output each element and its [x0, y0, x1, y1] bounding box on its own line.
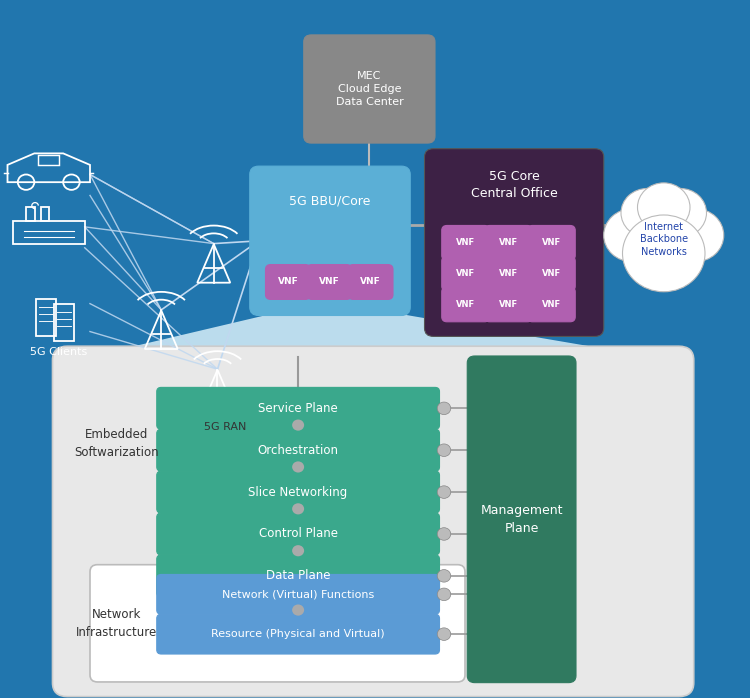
FancyBboxPatch shape [53, 346, 694, 697]
Text: VNF: VNF [542, 300, 561, 309]
Circle shape [604, 209, 661, 262]
Text: VNF: VNF [456, 300, 476, 309]
FancyBboxPatch shape [90, 565, 465, 682]
Text: Orchestration: Orchestration [258, 444, 339, 456]
Text: Internet
Backbone
Networks: Internet Backbone Networks [640, 221, 688, 258]
Text: Service Plane: Service Plane [258, 402, 338, 415]
Circle shape [654, 188, 706, 237]
Text: 5G RAN: 5G RAN [204, 422, 246, 432]
FancyBboxPatch shape [157, 574, 440, 614]
Text: Data Plane: Data Plane [266, 570, 330, 582]
Circle shape [292, 604, 304, 616]
Circle shape [437, 486, 451, 498]
Text: VNF: VNF [542, 239, 561, 247]
FancyBboxPatch shape [157, 555, 440, 597]
FancyBboxPatch shape [467, 356, 576, 683]
Circle shape [437, 588, 451, 600]
Circle shape [437, 570, 451, 582]
FancyBboxPatch shape [157, 471, 440, 513]
Text: MEC
Cloud Edge
Data Center: MEC Cloud Edge Data Center [335, 70, 404, 107]
Circle shape [292, 419, 304, 431]
Circle shape [292, 503, 304, 514]
FancyBboxPatch shape [157, 429, 440, 471]
Text: Management
Plane: Management Plane [480, 504, 562, 535]
Text: Resource (Physical and Virtual): Resource (Physical and Virtual) [211, 629, 385, 639]
Text: 5G Core
Central Office: 5G Core Central Office [471, 170, 557, 200]
Circle shape [292, 545, 304, 556]
Polygon shape [75, 307, 671, 360]
Text: Embedded
Softwarization: Embedded Softwarization [74, 428, 158, 459]
FancyBboxPatch shape [527, 287, 575, 322]
FancyBboxPatch shape [266, 265, 310, 299]
FancyBboxPatch shape [157, 513, 440, 555]
Text: 5G BBU/Core: 5G BBU/Core [290, 195, 370, 207]
Text: VNF: VNF [360, 278, 381, 286]
FancyBboxPatch shape [250, 166, 410, 315]
Text: VNF: VNF [499, 239, 518, 247]
Circle shape [437, 444, 451, 456]
Circle shape [667, 209, 724, 262]
Circle shape [437, 528, 451, 540]
Circle shape [625, 211, 703, 284]
FancyBboxPatch shape [484, 225, 532, 260]
FancyBboxPatch shape [442, 256, 490, 291]
Circle shape [437, 628, 451, 641]
FancyBboxPatch shape [527, 256, 575, 291]
Text: VNF: VNF [499, 269, 518, 278]
Circle shape [622, 215, 705, 292]
FancyBboxPatch shape [484, 256, 532, 291]
Text: Control Plane: Control Plane [259, 528, 338, 540]
Circle shape [292, 461, 304, 473]
Text: VNF: VNF [456, 269, 476, 278]
Circle shape [621, 188, 674, 237]
Text: Slice Networking: Slice Networking [248, 486, 348, 498]
Text: 5G Clients: 5G Clients [30, 348, 87, 357]
FancyBboxPatch shape [157, 614, 440, 654]
Text: VNF: VNF [319, 278, 340, 286]
FancyBboxPatch shape [304, 35, 435, 143]
Text: VNF: VNF [499, 300, 518, 309]
FancyBboxPatch shape [442, 287, 490, 322]
FancyBboxPatch shape [307, 265, 352, 299]
Circle shape [638, 183, 690, 232]
Text: Network (Virtual) Functions: Network (Virtual) Functions [222, 589, 374, 600]
Text: VNF: VNF [278, 278, 298, 286]
FancyBboxPatch shape [424, 149, 604, 336]
FancyBboxPatch shape [442, 225, 490, 260]
FancyBboxPatch shape [484, 287, 532, 322]
Text: Network
Infrastructure: Network Infrastructure [76, 608, 157, 639]
FancyBboxPatch shape [527, 225, 575, 260]
Text: VNF: VNF [542, 269, 561, 278]
Circle shape [437, 402, 451, 415]
FancyBboxPatch shape [348, 265, 393, 299]
Text: VNF: VNF [456, 239, 476, 247]
FancyBboxPatch shape [157, 387, 440, 429]
